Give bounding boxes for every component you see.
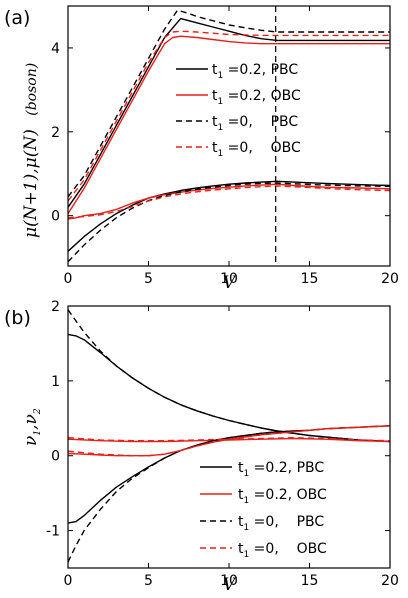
panel-a-series-line-3 (67, 30, 390, 202)
panel-b-xlabel: V (223, 575, 237, 595)
panel-b-xtick-label-2: 10 (220, 573, 238, 589)
panel-b-ytick-label-1: 0 (51, 449, 60, 465)
panel-b-legend-label-0: t1 =0.2, PBC (238, 460, 324, 479)
panel-a-ytick-label-2: 4 (51, 41, 60, 57)
panel-b-legend-label-1: t1 =0.2, OBC (238, 487, 327, 506)
panel-b-series-line-1 (67, 309, 391, 443)
panel-a-xtick-label-4: 20 (381, 271, 399, 287)
panel-a-series-line-2 (67, 9, 390, 198)
panel-a-xtick-label-0: 0 (64, 271, 73, 287)
panel-a-xtick-label-1: 5 (144, 271, 153, 287)
panel-b-label: (b) (4, 307, 31, 329)
panel-b-ylabel: ν1,ν2 (21, 408, 43, 446)
panel-a-xlabel: V (223, 273, 237, 293)
panel-a-series-line-1 (67, 35, 390, 214)
panel-b-ytick-label-2: 1 (51, 374, 60, 390)
panel-a-ytick-label-0: 0 (51, 209, 60, 225)
panel-a-ylabel-note: (boson) (24, 63, 40, 116)
panel-b-legend-label-3: t1 =0, OBC (238, 541, 327, 560)
panel-b-ylabel-sub1: 1 (33, 430, 43, 436)
panel-a-legend-label-1: t1 =0.2, OBC (212, 88, 301, 107)
panel-b-ylabel-nu1: ν (21, 436, 41, 446)
panel-a: (a) μ(N+1),μ(N) (boson) V 0 5 10 15 20 0 2 4 t1 … (4, 5, 399, 293)
panel-a-legend-label-3: t1 =0, OBC (212, 140, 301, 159)
panel-a-ylabel-main: μ(N+1),μ(N) (21, 129, 41, 238)
panel-b-ylabel-mid: ,ν (21, 414, 41, 430)
panel-a-xtick-label-2: 10 (220, 271, 238, 287)
panel-b-series-line-0 (67, 333, 391, 443)
panel-a-ylabel: μ(N+1),μ(N) (boson) (21, 63, 41, 238)
panel-a-legend-label-2: t1 =0, PBC (212, 114, 298, 133)
panel-b-ytick-label-0: -1 (46, 524, 60, 540)
panel-a-series-line-7 (67, 185, 391, 219)
panel-a-series-line-5 (67, 183, 391, 220)
panel-b-xtick-label-1: 5 (144, 573, 153, 589)
panel-a-series-line-0 (67, 17, 390, 208)
panel-a-series-line-6 (67, 182, 391, 263)
panel-b-ylabel-sub2: 2 (33, 408, 43, 415)
panel-b-xtick-label-3: 15 (301, 573, 319, 589)
panel-a-series-line-4 (67, 180, 391, 252)
panel-b-xtick-label-4: 20 (381, 573, 399, 589)
panel-a-ytick-label-1: 2 (51, 125, 60, 141)
panel-a-plot-frame (67, 5, 391, 267)
panel-b-xtick-label-0: 0 (64, 573, 73, 589)
panel-b-legend-label-2: t1 =0, PBC (238, 514, 324, 533)
panel-a-label: (a) (4, 7, 30, 29)
panel-a-xtick-label-3: 15 (301, 271, 319, 287)
panel-a-legend-label-0: t1 =0.2, PBC (212, 62, 298, 81)
panel-b-series-line-2 (67, 437, 391, 443)
panel-b-series-line-7 (67, 437, 391, 442)
panel-b-ytick-label-3: 2 (51, 299, 60, 315)
